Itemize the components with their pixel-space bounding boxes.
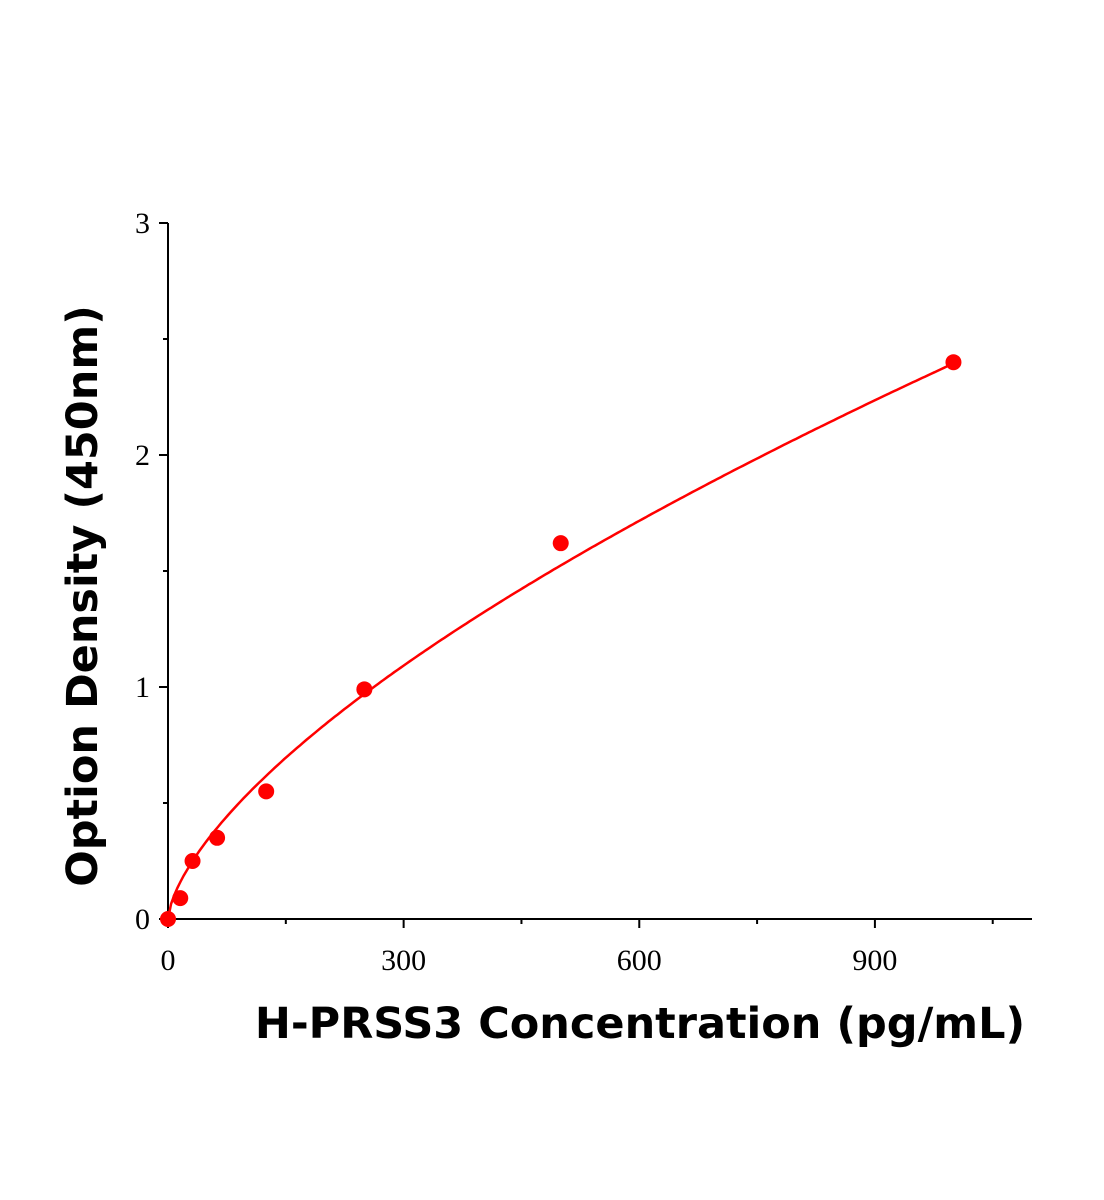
- data-point: [552, 535, 569, 552]
- y-tick-label: 1: [135, 671, 150, 704]
- x-tick-label: 600: [617, 944, 662, 977]
- y-axis-label: Option Density (450nm): [58, 305, 108, 887]
- fit-curve-group: [166, 362, 955, 920]
- x-tick-label: 300: [381, 944, 426, 977]
- fit-curve: [166, 362, 955, 920]
- data-point: [258, 783, 275, 800]
- data-point: [160, 911, 176, 927]
- data-point: [209, 829, 226, 846]
- y-tick-label: 0: [135, 903, 150, 936]
- y-tick-label: 3: [135, 207, 150, 240]
- x-tick-label: 900: [852, 944, 897, 977]
- x-axis-label: H-PRSS3 Concentration (pg/mL): [255, 999, 1025, 1049]
- data-point: [945, 354, 962, 371]
- x-tick-label: 0: [161, 944, 176, 977]
- y-tick-label: 2: [135, 439, 150, 472]
- data-point: [172, 890, 189, 907]
- points-group: [160, 354, 962, 927]
- data-point: [356, 681, 373, 698]
- data-point: [184, 853, 201, 869]
- axes: 0 300 600 900 0 1 2 3: [135, 207, 1032, 977]
